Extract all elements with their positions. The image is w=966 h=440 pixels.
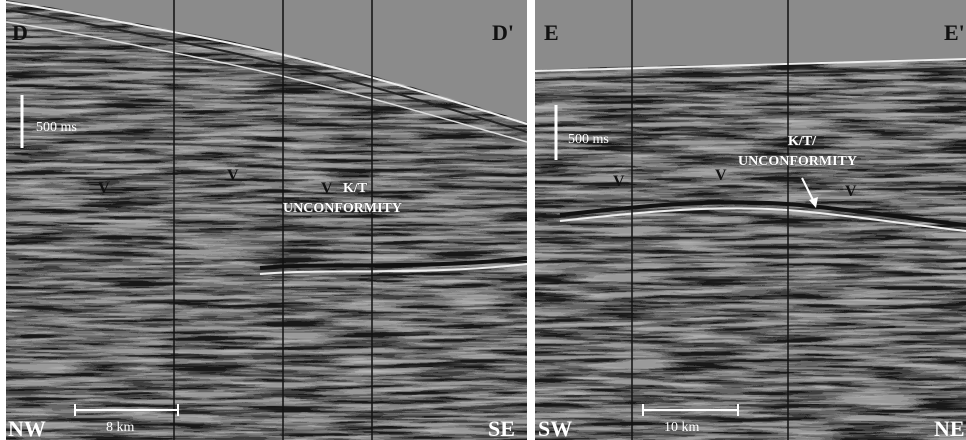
label: E — [544, 20, 559, 45]
marker: V — [845, 183, 857, 200]
annotation: K/T — [343, 181, 368, 196]
marker: V — [98, 180, 110, 197]
label: D — [12, 20, 28, 45]
label: NE — [934, 416, 965, 440]
distance-scale: 10 km — [664, 420, 700, 435]
label: NW — [8, 416, 46, 440]
marker: V — [321, 180, 333, 197]
time-scale: 500 ms — [568, 132, 609, 147]
marker: V — [227, 167, 239, 184]
marker: V — [715, 167, 727, 184]
seismic-panel — [6, 0, 527, 440]
label: SE — [488, 416, 515, 440]
label: D' — [492, 20, 514, 45]
time-scale: 500 ms — [36, 120, 77, 135]
annotation: UNCONFORMITY — [738, 154, 857, 169]
seismic-panel — [535, 0, 966, 440]
label: SW — [538, 416, 572, 440]
marker: V — [613, 173, 625, 190]
label: E' — [944, 20, 965, 45]
distance-scale: 8 km — [106, 420, 135, 435]
annotation: UNCONFORMITY — [283, 201, 402, 216]
annotation: K/T/ — [788, 134, 817, 149]
seismic-figure: D D' 500 ms V V V K/T UNCONFORMITY NW SE… — [0, 0, 966, 440]
